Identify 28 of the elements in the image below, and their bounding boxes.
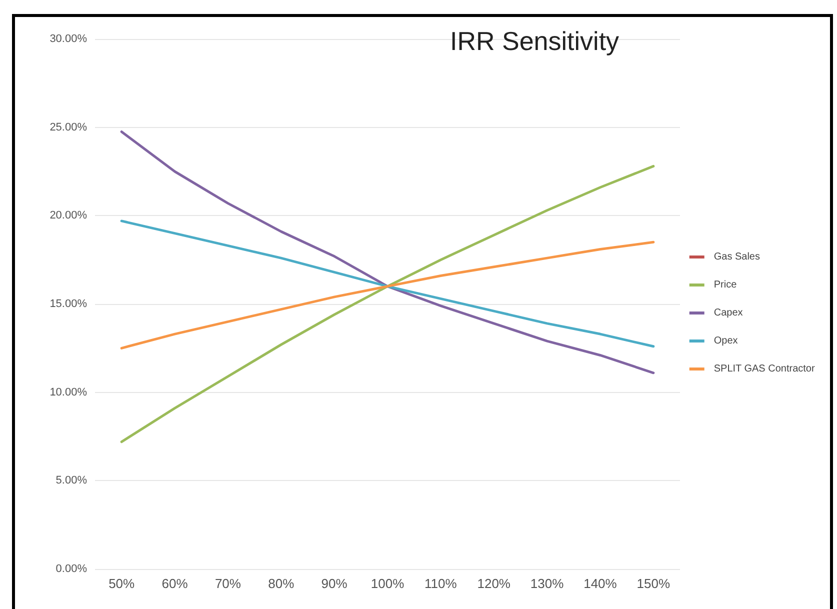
legend-label: SPLIT GAS Contractor (714, 364, 816, 374)
y-tick-label: 30.00% (50, 33, 88, 45)
legend-label: Gas Sales (714, 252, 760, 262)
x-tick-label: 140% (584, 576, 618, 591)
x-tick-label: 130% (530, 576, 564, 591)
x-tick-label: 60% (162, 576, 188, 591)
x-tick-label: 100% (370, 576, 405, 591)
line-series (120, 220, 655, 348)
line-series (120, 164, 655, 444)
line-series (120, 130, 655, 374)
y-tick-label: 5.00% (56, 474, 88, 487)
y-tick-label: 0.00% (56, 563, 88, 575)
legend-label: Opex (714, 336, 738, 346)
y-tick-label: 15.00% (50, 298, 88, 310)
legend-label: Capex (714, 308, 743, 318)
y-tick-label: 25.00% (50, 121, 88, 134)
legend-label: Price (714, 280, 738, 290)
x-tick-label: 90% (321, 576, 348, 591)
x-tick-label: 70% (214, 576, 242, 591)
x-tick-label: 80% (268, 576, 295, 591)
y-tick-label: 20.00% (50, 210, 88, 222)
chart-title: IRR Sensitivity (450, 26, 620, 56)
x-tick-label: 120% (477, 576, 511, 591)
line-series (120, 240, 655, 350)
x-tick-label: 110% (424, 576, 458, 591)
y-tick-label: 10.00% (50, 386, 88, 398)
x-tick-label: 50% (108, 576, 136, 591)
x-tick-label: 150% (636, 576, 670, 591)
